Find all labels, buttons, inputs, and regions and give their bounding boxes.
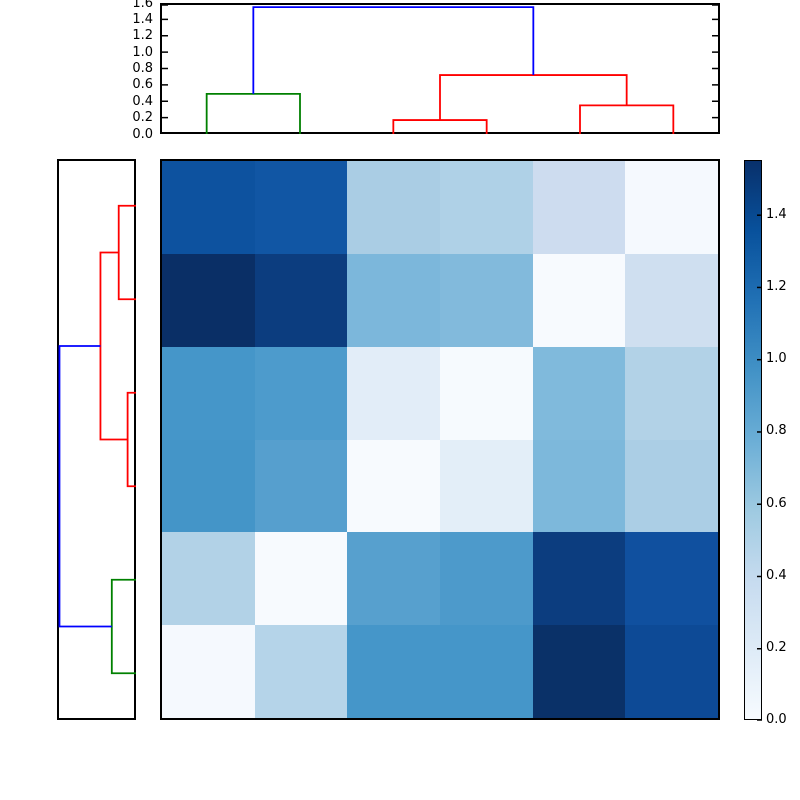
distance-axis-tick-label: 0.4: [132, 93, 153, 109]
heatmap-cell: [625, 161, 719, 255]
colorbar-ticks: [757, 214, 762, 721]
colorbar-tick-label: 1.2: [766, 278, 787, 294]
colorbar-tick-label: 0.6: [766, 495, 787, 511]
heatmap-cell: [347, 439, 441, 533]
colorbar-tick-label: 1.4: [766, 206, 787, 222]
heatmap-cell: [162, 532, 255, 626]
distance-axis-tick-label: 1.0: [132, 44, 153, 60]
column-dendrogram: [160, 3, 720, 134]
distance-axis-tick-label: 1.4: [132, 11, 153, 27]
row-dendrogram: [57, 159, 136, 720]
heatmap-cell: [254, 439, 348, 533]
colorbar-tick-label: 0.2: [766, 640, 787, 656]
column-dendrogram-panel: [160, 3, 720, 134]
colorbar-tick-label: 1.0: [766, 351, 787, 367]
heatmap-cell: [625, 439, 719, 533]
heatmap-cell: [532, 346, 626, 440]
heatmap-cell: [347, 346, 441, 440]
distance-axis-tick-label: 0.8: [132, 61, 153, 76]
heatmap-cell: [440, 625, 533, 719]
heatmap-cell: [347, 161, 441, 255]
heatmap-cell: [625, 625, 719, 719]
distance-axis-tick-label: 0.6: [132, 77, 153, 93]
heatmap-cell: [625, 532, 719, 626]
axes-spine: [57, 159, 136, 720]
heatmap-cell: [440, 439, 533, 533]
distance-axis-tick-label: 0.2: [132, 110, 153, 126]
colorbar: [744, 160, 762, 721]
dendrogram-link: [117, 204, 136, 301]
heatmap-cell: [625, 253, 719, 347]
heatmap-cell: [162, 439, 255, 533]
colorbar-tick-label: 0.4: [766, 567, 787, 583]
heatmap-cell: [254, 625, 348, 719]
row-dendrogram-panel: [57, 159, 136, 720]
axes-spine: [160, 3, 720, 134]
heatmap-cell: [162, 253, 255, 347]
heatmap-cell: [254, 532, 348, 626]
dendrogram-link: [252, 6, 535, 94]
heatmap-cell: [162, 625, 255, 719]
heatmap-cell: [532, 253, 626, 347]
heatmap-cell: [440, 253, 533, 347]
colorbar-gradient: [745, 161, 761, 719]
heatmap-cell: [532, 532, 626, 626]
heatmap-cell: [532, 161, 626, 255]
heatmap-cell: [254, 161, 348, 255]
heatmap-cell: [162, 161, 255, 255]
distance-axis-tick-label: 0.0: [132, 126, 153, 142]
colorbar-tick-label: 0.8: [766, 423, 787, 439]
heatmap-cell: [625, 346, 719, 440]
dendrogram-link: [439, 74, 628, 121]
heatmap: [160, 159, 720, 720]
heatmap-cell: [440, 346, 533, 440]
dendrogram-link: [392, 119, 488, 134]
heatmap-cell: [347, 253, 441, 347]
dendrogram-link: [58, 345, 112, 628]
distance-axis-tick-label: 1.2: [132, 28, 153, 44]
distance-axis-tick-label: 1.6: [132, 0, 153, 11]
heatmap-cell: [440, 532, 533, 626]
heatmap-cell: [254, 346, 348, 440]
heatmap-cell: [440, 161, 533, 255]
heatmap-cell: [347, 532, 441, 626]
colorbar-tick-label: 0.0: [766, 711, 787, 727]
dendrogram-link: [579, 104, 675, 134]
heatmap-cell: [254, 253, 348, 347]
heatmap-cell: [532, 439, 626, 533]
dendrogram-link: [205, 92, 301, 134]
dendrogram-link: [99, 251, 128, 441]
heatmap-cell: [532, 625, 626, 719]
dendrogram-link: [110, 578, 136, 675]
heatmap-cell: [347, 625, 441, 719]
heatmap-cell: [162, 346, 255, 440]
